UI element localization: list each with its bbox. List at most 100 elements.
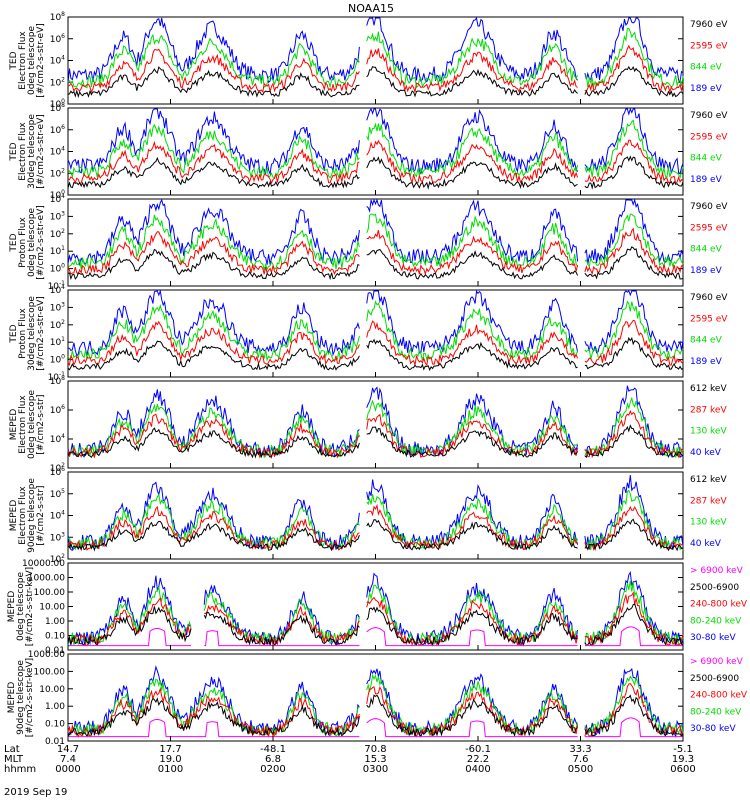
x-tick-label: 17.7 (159, 744, 181, 755)
panel-frame (67, 16, 684, 105)
y-label-line: [#/cm2-s-str] (36, 394, 46, 454)
legend-entry: 844 eV (690, 245, 723, 255)
series-line (67, 119, 684, 180)
series-line (67, 571, 684, 647)
x-tick-label: 70.8 (364, 744, 386, 755)
legend-entry: 240-800 keV (690, 691, 748, 701)
legend-entry: 612 keV (690, 384, 727, 394)
series-line (67, 289, 684, 357)
y-label-line: Electron Flux (18, 122, 28, 181)
y-tick-label: 102 (50, 228, 65, 240)
series-line (67, 65, 684, 99)
series-line (67, 246, 684, 281)
legend-entry: 189 eV (690, 357, 723, 367)
series-line (67, 319, 684, 367)
y-label-line: 0deg telescope (27, 26, 37, 96)
x-tick-label: 33.3 (569, 744, 591, 755)
series-line (68, 717, 683, 738)
series-line (67, 518, 684, 552)
x-tick-label: 14.7 (57, 744, 79, 755)
legend-entry: 80-240 keV (690, 707, 742, 717)
y-label-line: 30deg telescope (27, 296, 37, 371)
date-label: 2019 Sep 19 (4, 787, 67, 798)
series-line (67, 155, 684, 190)
y-tick-label: 101 (50, 245, 65, 257)
y-label-line: 90deg telescope (16, 660, 26, 735)
y-tick-label: 10000.00 (22, 559, 65, 569)
y-tick-label: 103 (50, 301, 65, 313)
x-tick-label: 22.2 (467, 754, 489, 765)
legend-entry: 80-240 keV (690, 616, 742, 626)
y-label-line: Proton Flux (18, 217, 28, 268)
y-tick-label: 0.10 (45, 632, 65, 642)
y-tick-label: 104 (50, 510, 65, 522)
y-tick-label: 101 (50, 336, 65, 348)
series-line (67, 603, 684, 647)
y-tick-label: 105 (50, 488, 65, 500)
y-label-line: MEPED (9, 500, 19, 532)
y-axis-label: MEPED Electron Flux 90deg telescope [#/cm2-… (9, 478, 46, 553)
x-row-label: MLT (4, 754, 24, 765)
y-label-line: [#/cm2-s-str] (36, 485, 46, 545)
panel-7: 0.010.101.0010.00100.001000.0010000.00ME… (7, 559, 748, 656)
series-line (67, 16, 684, 84)
y-tick-label: 100 (50, 354, 65, 366)
series-line (67, 424, 684, 459)
y-tick-label: 106 (50, 404, 65, 416)
series-line (68, 626, 683, 647)
legend-entry: 40 keV (690, 448, 722, 458)
legend-entry: 2595 eV (690, 132, 728, 142)
y-tick-label: 102 (50, 167, 65, 179)
y-label-line: [#/cm2-s-str-eV] (36, 205, 46, 280)
legend-entry: 40 keV (690, 539, 722, 549)
y-tick-label: 100.00 (34, 588, 66, 598)
y-tick-label: 102 (50, 76, 65, 88)
y-axis-label: TED Electron Flux 0deg telescope [#/cm2-s-s… (9, 23, 46, 98)
series-line (67, 27, 684, 89)
x-tick-label: -5.1 (673, 744, 693, 755)
y-label-line: TED (9, 233, 19, 252)
y-tick-label: 104 (50, 55, 65, 67)
panel-frame (67, 198, 684, 287)
y-tick-label: 104 (50, 146, 65, 158)
y-label-line: TED (9, 51, 19, 70)
y-tick-label: 100 (50, 263, 65, 275)
legend-entry: 130 keV (690, 427, 727, 437)
series-line (67, 336, 684, 372)
series-line (67, 503, 683, 552)
legend-entry: 2500-6900 (690, 674, 739, 684)
series-line (67, 694, 684, 738)
y-tick-label: 10.00 (39, 685, 65, 695)
x-tick-label: 19.0 (159, 754, 181, 765)
legend-entry: 189 eV (690, 266, 723, 276)
y-tick-label: 104 (50, 284, 65, 296)
series-line (67, 44, 684, 94)
x-row-label: Lat (4, 744, 20, 755)
legend-entry: 844 eV (690, 154, 723, 164)
y-tick-label: 103 (50, 531, 65, 543)
series-line (67, 300, 684, 362)
series-line (67, 683, 684, 738)
y-tick-label: 103 (50, 210, 65, 222)
x-tick-label: 19.3 (672, 754, 694, 765)
y-tick-label: 104 (50, 193, 65, 205)
y-axis-label: TED Proton Flux 30deg telescope [#/cm2-s-st… (9, 296, 46, 371)
y-tick-label: 108 (50, 102, 65, 114)
y-tick-label: 106 (50, 466, 65, 478)
y-tick-label: 106 (50, 33, 65, 45)
y-tick-label: 1000.00 (28, 574, 65, 584)
legend-entry: 2595 eV (690, 223, 728, 233)
legend-entry: 612 keV (690, 475, 727, 485)
series-line (67, 409, 684, 460)
series-line (67, 580, 684, 646)
series-line (67, 213, 684, 272)
y-label-line: [#/cm2-s-str-keV] (25, 658, 35, 737)
x-tick-label: 7.4 (60, 754, 76, 765)
y-label-line: [#/cm2-s-str-keV] (25, 567, 35, 646)
x-tick-label: 6.8 (265, 754, 281, 765)
y-label-line: MEPED (7, 682, 17, 714)
y-label-line: Electron Flux (18, 486, 28, 545)
x-tick-label: 0200 (260, 764, 285, 775)
